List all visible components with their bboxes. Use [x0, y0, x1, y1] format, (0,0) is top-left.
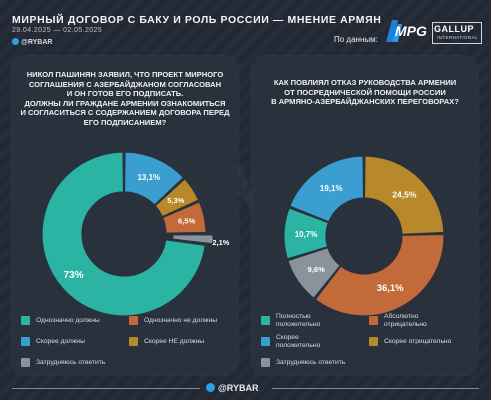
legend-label: Скорее должны — [36, 338, 85, 345]
question-line: НИКОЛ ПАШИНЯН ЗАЯВИЛ, ЧТО ПРОЕКТ МИРНОГО — [26, 70, 224, 79]
slice-shape — [154, 178, 200, 218]
donut-slice: 19,1% — [289, 155, 365, 223]
mpg-logo-label: MPG — [395, 23, 427, 39]
slice-shape — [287, 246, 342, 300]
slice-shape — [289, 155, 365, 223]
brand-tag: @RYBAR — [12, 38, 52, 46]
slice-value-label: 6,5% — [178, 217, 195, 226]
donut-slice: 5,3% — [154, 178, 200, 218]
legend-swatch — [129, 316, 138, 325]
donut-slice: 24,5% — [363, 155, 445, 235]
slice-value-label: 73% — [63, 270, 83, 281]
slice-shape — [172, 234, 214, 245]
mpg-logo-icon — [386, 20, 402, 42]
slice-shape — [363, 155, 445, 235]
legend-label: Однозначно не должны — [144, 317, 217, 324]
footer-brand-label: @RYBAR — [218, 383, 259, 393]
question-line: В АРМЯНО-АЗЕРБАЙДЖАНСКИХ ПЕРЕГОВОРАХ? — [271, 97, 459, 107]
question-line: ОТ ПОСРЕДНИЧЕСКОЙ ПОМОЩИ РОССИИ — [284, 87, 446, 97]
legend-swatch — [261, 337, 270, 346]
slice-value-label: 19,1% — [320, 184, 343, 193]
slice-value-label: 10,7% — [295, 230, 318, 239]
legend-swatch — [261, 358, 270, 367]
donut-slice: 73% — [41, 151, 206, 317]
legend-label: Однозначно должны — [36, 317, 100, 324]
question-line: ЕГО ПОДПИСАНИЕМ? — [83, 117, 167, 127]
legend-swatch — [369, 337, 378, 346]
legend-swatch — [21, 337, 30, 346]
slice-shape — [123, 151, 185, 206]
donut-chart-left: 13,1% 5,3% 6,5% 2,1% 73% — [41, 151, 230, 317]
brand-label: @RYBAR — [21, 39, 53, 46]
donut-slice: 9,6% — [287, 246, 342, 300]
question-line: И СОГЛАСИТЬСЯ С СОДЕРЖАНИЕМ ДОГОВОРА ПЕР… — [20, 108, 230, 118]
legend-swatch — [129, 337, 138, 346]
slice-shape — [41, 151, 206, 317]
legend-swatch — [21, 316, 30, 325]
legend-label: Скорее положительно — [276, 334, 321, 349]
question-line: СОГЛАШЕНИЯ С АЗЕРБАЙДЖАНОМ СОГЛАСОВАН — [28, 79, 222, 89]
gallup-logo-sublabel: INTERNATIONAL — [437, 35, 478, 40]
legend-label: Абсолютно отрицательно — [384, 313, 427, 328]
legend-label: Скорее НЕ должны — [144, 338, 205, 345]
header: МИРНЫЙ ДОГОВОР С БАКУ И РОЛЬ РОССИИ — МН… — [0, 0, 491, 50]
legend-swatch — [21, 358, 30, 367]
slice-value-label: 9,6% — [308, 265, 325, 274]
chart-panel-right: КАК ПОВЛИЯЛ ОТКАЗ РУКОВОДСТВА АРМЕНИИ ОТ … — [252, 56, 478, 375]
gallup-logo — [432, 22, 482, 44]
page-title: МИРНЫЙ ДОГОВОР С БАКУ И РОЛЬ РОССИИ — МН… — [12, 14, 382, 26]
donut-slice: 36,1% — [314, 233, 445, 317]
legend-label: Полностью положительно — [276, 313, 321, 328]
chart-question-left: НИКОЛ ПАШИНЯН ЗАЯВИЛ, ЧТО ПРОЕКТ МИРНОГО… — [20, 70, 230, 128]
legend-label: Затрудняюсь ответить — [276, 359, 346, 366]
question-line: КАК ПОВЛИЯЛ ОТКАЗ РУКОВОДСТВА АРМЕНИИ — [273, 78, 457, 87]
slice-value-label: 13,1% — [137, 173, 160, 182]
question-line: И ОН ГОТОВ ЕГО ПОДПИСАТЬ. — [66, 89, 184, 99]
footer-divider-right — [272, 388, 479, 389]
slice-shape — [283, 207, 330, 260]
chart-question-right: КАК ПОВЛИЯЛ ОТКАЗ РУКОВОДСТВА АРМЕНИИ ОТ … — [260, 78, 470, 107]
donut-slice: 6,5% — [161, 201, 207, 234]
donut-slice: 2,1% — [172, 234, 230, 247]
telegram-icon — [206, 383, 215, 392]
legend-label: Скорее отрицательно — [384, 338, 452, 345]
slice-value-label: 5,3% — [167, 196, 184, 205]
legend-swatch — [369, 316, 378, 325]
footer-divider-left — [12, 388, 200, 389]
donut-chart-right: 24,5% 36,1% 9,6% 10,7% 19,1% — [283, 155, 445, 317]
donut-slice: 10,7% — [283, 207, 330, 260]
slice-value-label: 36,1% — [377, 283, 404, 294]
donut-slice: 13,1% — [123, 151, 185, 206]
source-label: По данным: — [334, 35, 378, 44]
date-range: 29.04.2025 — 02.05.2025 — [12, 27, 103, 34]
legend-swatch — [261, 316, 270, 325]
chart-panel-left: НИКОЛ ПАШИНЯН ЗАЯВИЛ, ЧТО ПРОЕКТ МИРНОГО… — [12, 56, 238, 375]
slice-value-label: 2,1% — [212, 238, 229, 247]
question-line: ДОЛЖНЫ ЛИ ГРАЖДАНЕ АРМЕНИИ ОЗНАКОМИТЬСЯ — [24, 98, 226, 108]
slice-shape — [314, 233, 445, 317]
gallup-logo-label: GALLUP — [434, 24, 474, 34]
telegram-icon — [12, 38, 19, 45]
slice-shape — [161, 201, 207, 234]
slice-value-label: 24,5% — [392, 189, 417, 199]
legend-label: Затрудняюсь ответить — [36, 359, 106, 366]
footer-brand: @RYBAR — [206, 383, 258, 393]
footer: @RYBAR — [0, 380, 491, 400]
